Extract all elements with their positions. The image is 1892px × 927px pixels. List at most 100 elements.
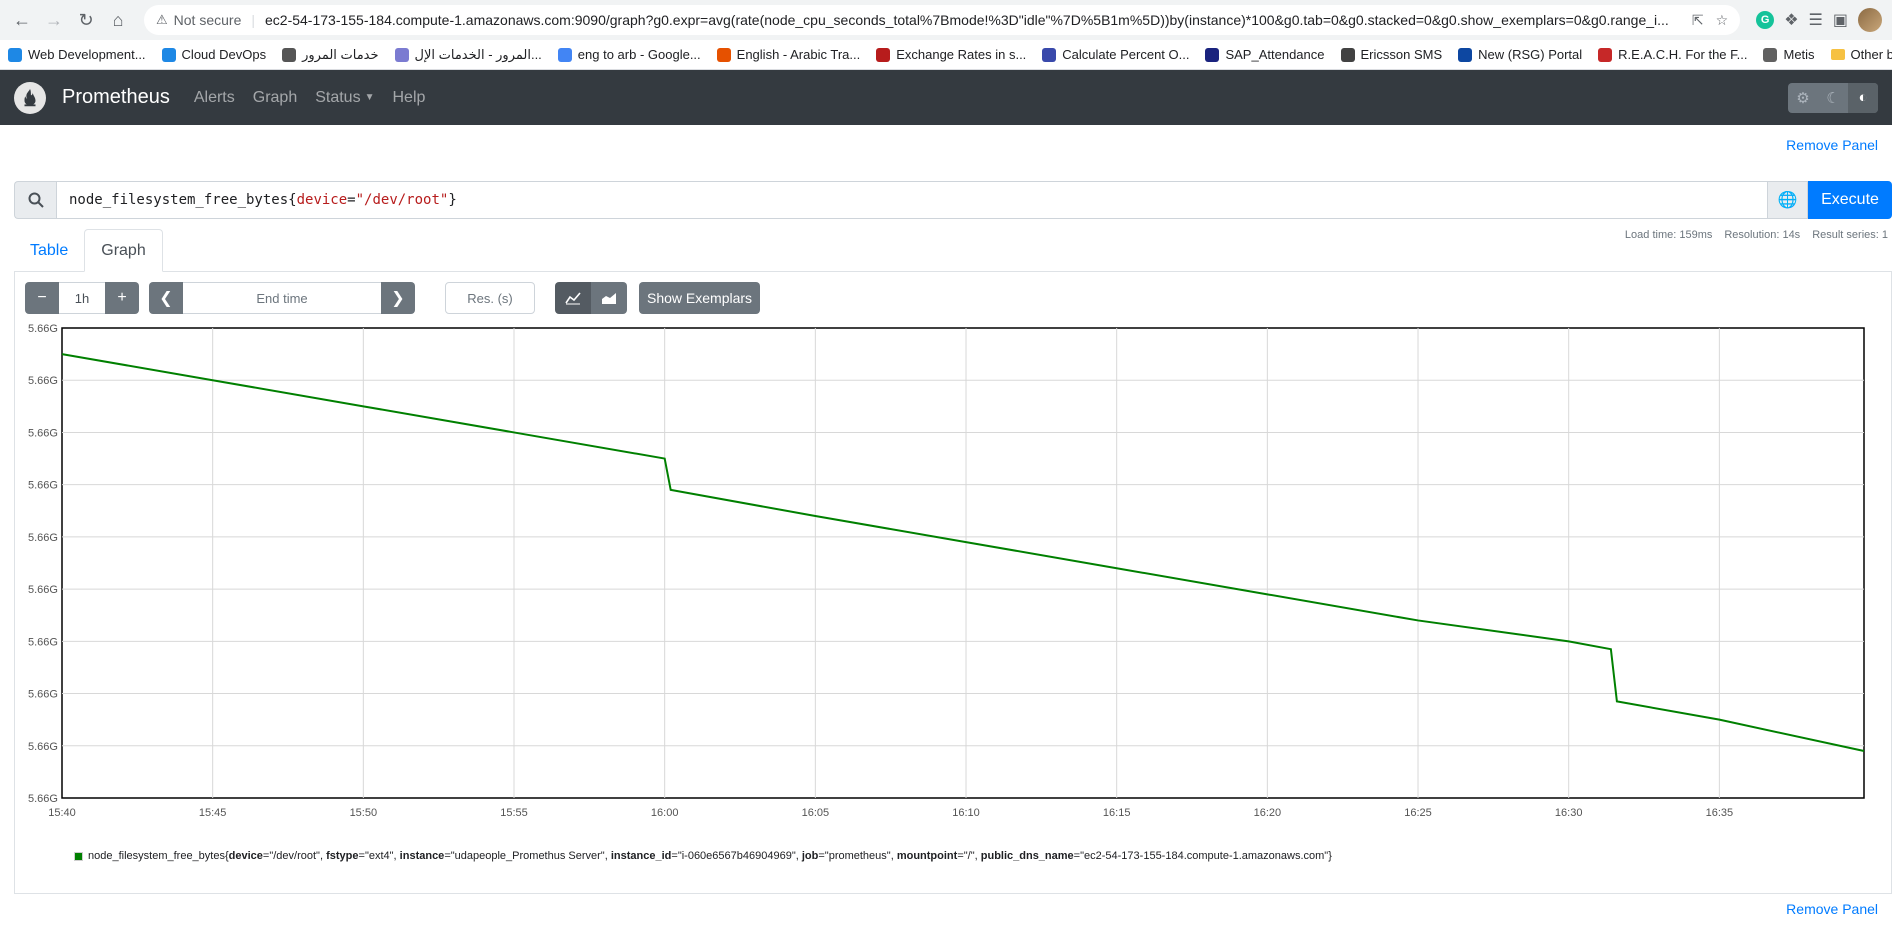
graph-controls: − 1h + ❮ End time ❯ Res. (s) Show Exempl… bbox=[25, 282, 761, 314]
legend-label-pair: job="prometheus", bbox=[802, 850, 897, 862]
legend-swatch[interactable] bbox=[74, 851, 83, 861]
home-icon[interactable]: ⌂ bbox=[112, 9, 124, 30]
prometheus-navbar: Prometheus Alerts Graph Status ▼ Help ⚙ ☾… bbox=[0, 70, 1892, 125]
bookmark-item[interactable]: R.E.A.C.H. For the F... bbox=[1598, 47, 1747, 62]
legend-label-key: instance bbox=[399, 850, 445, 862]
star-icon[interactable]: ☆ bbox=[1715, 11, 1729, 28]
load-time: Load time: 159ms bbox=[1624, 229, 1713, 241]
bookmark-item[interactable]: المرور - الخدمات الإل... bbox=[394, 47, 542, 63]
resolution-input[interactable]: Res. (s) bbox=[445, 282, 535, 314]
theme-toggle-group: ⚙ ☾ ◐ bbox=[1788, 82, 1878, 113]
legend-label-separator: , bbox=[393, 850, 400, 862]
nav-status[interactable]: Status ▼ bbox=[315, 89, 374, 107]
forward-icon[interactable]: → bbox=[45, 9, 63, 30]
show-exemplars-button[interactable]: Show Exemplars bbox=[639, 282, 761, 314]
bookmark-favicon-icon bbox=[1598, 47, 1613, 62]
bookmark-label: SAP_Attendance bbox=[1225, 47, 1325, 62]
bookmark-favicon-icon bbox=[1458, 47, 1473, 62]
legend-label-equals: = bbox=[671, 850, 678, 862]
legend-metric: node_filesystem_free_bytes bbox=[88, 850, 225, 862]
nav-alerts[interactable]: Alerts bbox=[193, 88, 235, 106]
legend-label-equals: = bbox=[957, 850, 964, 862]
bookmark-label: خدمات المرور bbox=[302, 46, 379, 62]
remove-panel-link-top[interactable]: Remove Panel bbox=[1786, 137, 1878, 153]
profile-avatar[interactable] bbox=[1858, 8, 1882, 32]
bookmark-item[interactable]: New (RSG) Portal bbox=[1458, 47, 1582, 62]
legend-label-value: "udapeople_Promethus Server" bbox=[450, 850, 605, 862]
remove-panel-link-bottom[interactable]: Remove Panel bbox=[1786, 901, 1878, 917]
result-series: Result series: 1 bbox=[1812, 229, 1888, 241]
legend-open-brace: { bbox=[224, 850, 229, 862]
legend-label-key: fstype bbox=[326, 850, 359, 862]
query-open-brace: { bbox=[288, 192, 297, 208]
brand-title[interactable]: Prometheus bbox=[62, 86, 170, 108]
side-panel-icon[interactable]: ▣ bbox=[1832, 12, 1848, 29]
extensions-puzzle-icon[interactable]: ❖ bbox=[1784, 12, 1799, 29]
bookmark-item[interactable]: Ericsson SMS bbox=[1340, 47, 1442, 62]
increase-range-button[interactable]: + bbox=[105, 282, 139, 314]
bookmark-favicon-icon bbox=[876, 47, 891, 62]
legend-label-key: public_dns_name bbox=[980, 850, 1074, 862]
grammarly-extension-icon[interactable]: G bbox=[1756, 11, 1775, 29]
bookmark-item[interactable]: English - Arabic Tra... bbox=[716, 47, 860, 62]
legend-label-key: mountpoint bbox=[896, 850, 958, 862]
legend-label-key: job bbox=[801, 850, 819, 862]
end-time-forward-button[interactable]: ❯ bbox=[381, 282, 415, 314]
bookmark-label: New (RSG) Portal bbox=[1478, 47, 1583, 62]
address-bar[interactable]: ⚠ Not secure | ec2-54-173-155-184.comput… bbox=[144, 5, 1741, 35]
expression-row: node_filesystem_free_bytes{device = "/dev/… bbox=[14, 181, 1892, 219]
expression-input[interactable]: node_filesystem_free_bytes{device = "/dev/… bbox=[56, 181, 1768, 219]
search-icon bbox=[14, 181, 56, 219]
query-metric: node_filesystem_free_bytes bbox=[69, 192, 289, 208]
nav-help[interactable]: Help bbox=[392, 88, 426, 106]
bookmark-label: Cloud DevOps bbox=[181, 47, 267, 62]
stack-mode-group bbox=[555, 282, 627, 314]
stacked-area-chart-icon[interactable] bbox=[591, 282, 627, 314]
decrease-range-button[interactable]: − bbox=[25, 282, 59, 314]
range-input[interactable]: 1h bbox=[59, 282, 105, 314]
light-theme-icon[interactable]: ⚙ bbox=[1796, 89, 1810, 107]
other-bookmarks[interactable]: Other bookmarks bbox=[1830, 47, 1892, 62]
legend-label-pair: public_dns_name="ec2-54-173-155-184.comp… bbox=[981, 850, 1328, 862]
bookmark-item[interactable]: SAP_Attendance bbox=[1205, 47, 1325, 62]
bookmark-favicon-icon bbox=[282, 47, 297, 62]
execute-button[interactable]: Execute bbox=[1808, 181, 1892, 219]
prometheus-logo[interactable] bbox=[14, 81, 46, 114]
resolution: Resolution: 14s bbox=[1724, 229, 1801, 241]
back-icon[interactable]: ← bbox=[13, 9, 31, 30]
legend-label-equals: = bbox=[444, 850, 451, 862]
legend-label-separator: , bbox=[795, 850, 802, 862]
browser-theme-icon[interactable]: ◐ bbox=[1848, 82, 1878, 113]
legend-label-value: "i-060e6567b46904969" bbox=[677, 850, 796, 862]
reading-list-icon[interactable]: ☰ bbox=[1808, 12, 1823, 29]
bookmark-item[interactable]: Web Development... bbox=[8, 47, 146, 62]
dark-theme-icon[interactable]: ☾ bbox=[1826, 89, 1840, 107]
bookmark-item[interactable]: Cloud DevOps bbox=[161, 47, 267, 62]
bookmark-item[interactable]: eng to arb - Google... bbox=[557, 47, 701, 62]
metrics-explorer-globe-icon[interactable]: 🌐 bbox=[1768, 181, 1808, 219]
legend-label-equals: = bbox=[358, 850, 365, 862]
bookmark-item[interactable]: خدمات المرور bbox=[282, 46, 379, 63]
end-time-back-button[interactable]: ❮ bbox=[149, 282, 183, 314]
reload-icon[interactable]: ↻ bbox=[78, 9, 94, 30]
legend-label-value: "ec2-54-173-155-184.compute-1.amazonaws.… bbox=[1080, 850, 1329, 862]
share-icon[interactable]: ⇱ bbox=[1691, 11, 1704, 28]
legend-label-pair: fstype="ext4", bbox=[326, 850, 400, 862]
bookmark-item[interactable]: Metis bbox=[1763, 47, 1815, 62]
end-time-input[interactable]: End time bbox=[183, 282, 381, 314]
tab-graph[interactable]: Graph bbox=[84, 229, 163, 272]
bookmark-item[interactable]: Calculate Percent O... bbox=[1042, 47, 1189, 62]
legend-label-equals: = bbox=[818, 850, 825, 862]
bookmark-favicon-icon bbox=[394, 47, 409, 62]
line-chart-icon[interactable] bbox=[555, 282, 591, 314]
bookmark-label: Calculate Percent O... bbox=[1062, 47, 1190, 62]
bookmark-item[interactable]: Exchange Rates in s... bbox=[876, 47, 1026, 62]
legend-label-key: device bbox=[228, 850, 263, 862]
bookmark-favicon-icon bbox=[557, 47, 572, 62]
url-text: ec2-54-173-155-184.compute-1.amazonaws.c… bbox=[265, 12, 1669, 28]
browser-toolbar: ← → ↻ ⌂ ⚠ Not secure | ec2-54-173-155-18… bbox=[0, 0, 1892, 40]
tab-table[interactable]: Table bbox=[30, 241, 69, 259]
query-close-brace: } bbox=[448, 192, 457, 208]
nav-graph[interactable]: Graph bbox=[252, 88, 298, 106]
legend-label-pair: instance_id="i-060e6567b46904969", bbox=[611, 850, 802, 862]
